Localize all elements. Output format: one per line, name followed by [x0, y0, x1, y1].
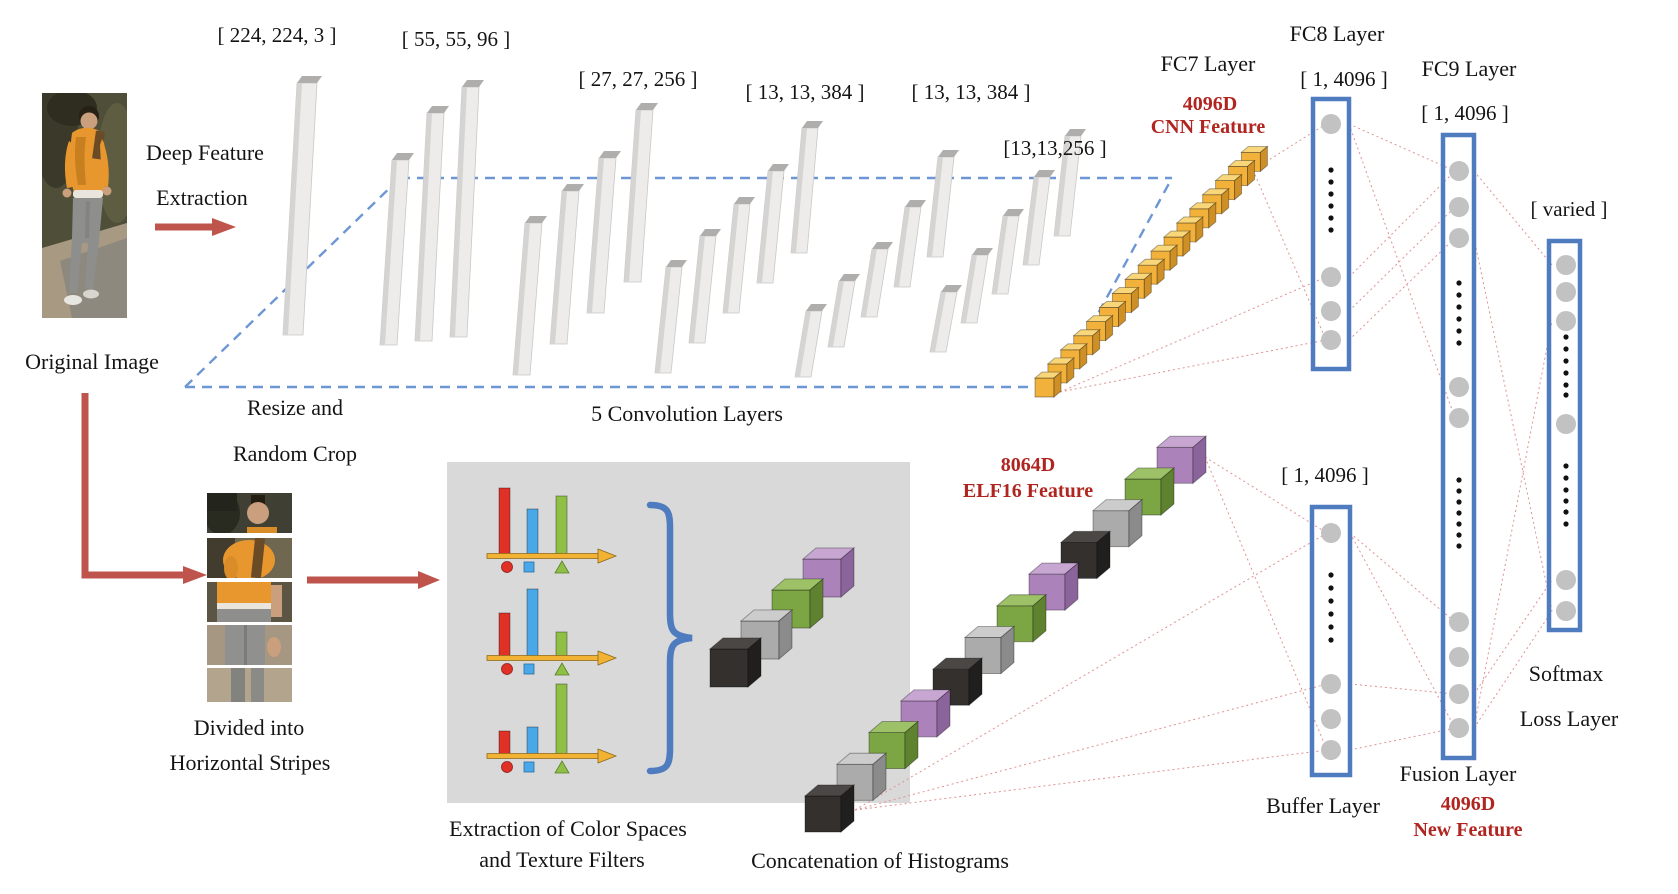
- buffer-layer-box: [1309, 504, 1353, 778]
- conv4-dim-label: [ 13, 13, 384 ]: [911, 80, 1031, 104]
- buffer-dim-label: [ 1, 4096 ]: [1281, 463, 1369, 487]
- fc9-dim-label: [ 1, 4096 ]: [1421, 101, 1509, 125]
- conv1-dim-label: [ 55, 55, 96 ]: [401, 27, 511, 51]
- divided-label-line1: Divided into: [193, 715, 305, 740]
- pedestrian-photo: [34, 78, 137, 318]
- stripe-image-3: [207, 582, 292, 622]
- fc8-layer-box: [1310, 96, 1352, 372]
- fc8-dim-label: [ 1, 4096 ]: [1300, 67, 1388, 91]
- new-feature-label-line2: New Feature: [1413, 819, 1523, 841]
- panel-histogram-cubes: [708, 546, 856, 688]
- fusion-layer-label: Fusion Layer: [1399, 761, 1517, 786]
- buffer-layer-label: Buffer Layer: [1266, 793, 1380, 818]
- softmax-label-line2: Loss Layer: [1519, 706, 1619, 731]
- original-image-label: Original Image: [25, 349, 159, 374]
- softmax-layer-nodes: [1556, 255, 1576, 621]
- blue-channel-marker-icon: [523, 761, 535, 773]
- input-dim-label: [ 224, 224, 3 ]: [217, 23, 337, 47]
- elf-feature-label-line1: 8064D: [1000, 454, 1056, 476]
- conv-layer-slabs: [282, 76, 1086, 378]
- conv5-dim-label: [13,13,256 ]: [1003, 136, 1107, 160]
- extraction-label-line2: and Texture Filters: [479, 847, 645, 872]
- resize-label-line2: Random Crop: [232, 441, 358, 466]
- deep-feature-label-line1: Deep Feature: [146, 140, 264, 165]
- concatenation-label: Concatenation of Histograms: [751, 848, 1009, 873]
- cnn-feature-cube-chain: [1033, 145, 1269, 398]
- fusion-layer-nodes: [1449, 161, 1469, 738]
- color-texture-histograms: [486, 487, 618, 774]
- blue-channel-marker-icon: [523, 663, 535, 675]
- buffer-layer-nodes: [1321, 523, 1341, 760]
- red-channel-marker-icon: [501, 561, 513, 573]
- fc9-layer-label: FC9 Layer: [1421, 56, 1517, 81]
- elf-feature-cube-chain: [803, 435, 1208, 833]
- divide-elbow-arrow: [81, 393, 207, 584]
- deep-feature-label-line2: Extraction: [156, 185, 248, 210]
- red-channel-marker-icon: [501, 663, 513, 675]
- fc8-layer-label: FC8 Layer: [1289, 21, 1385, 46]
- stripe-image-4: [207, 625, 292, 665]
- conv-section-label: 5 Convolution Layers: [591, 401, 783, 426]
- varied-dim-label: [ varied ]: [1530, 197, 1608, 221]
- softmax-layer-box: [1546, 238, 1583, 633]
- elf-feature-label-line2: ELF16 Feature: [962, 480, 1094, 502]
- blue-channel-marker-icon: [523, 561, 535, 573]
- stripes-to-panel-arrow: [307, 571, 440, 589]
- stripe-image-2: [207, 537, 292, 580]
- stripe-image-5: [207, 668, 292, 702]
- cnn-feature-label-line1: 4096D: [1182, 93, 1238, 115]
- fc7-layer-label: FC7 Layer: [1160, 51, 1256, 76]
- brace-icon: [646, 501, 693, 775]
- fc8-layer-nodes: [1321, 114, 1341, 350]
- extraction-label-line1: Extraction of Color Spaces: [449, 816, 687, 841]
- softmax-label-line1: Softmax: [1528, 661, 1604, 686]
- resize-label-line1: Resize and: [247, 395, 343, 420]
- original-image-photo: [34, 78, 137, 318]
- deep-feature-arrow: [155, 218, 236, 236]
- new-feature-label-line1: 4096D: [1440, 793, 1496, 815]
- red-channel-marker-icon: [501, 761, 513, 773]
- fusion-layer-box: [1440, 132, 1477, 761]
- cnn-feature-label-line2: CNN Feature: [1150, 116, 1266, 138]
- conv3-dim-label: [ 13, 13, 384 ]: [745, 80, 865, 104]
- conv2-dim-label: [ 27, 27, 256 ]: [578, 67, 698, 91]
- stripe-image-1: [204, 491, 292, 535]
- divided-label-line2: Horizontal Stripes: [169, 750, 331, 775]
